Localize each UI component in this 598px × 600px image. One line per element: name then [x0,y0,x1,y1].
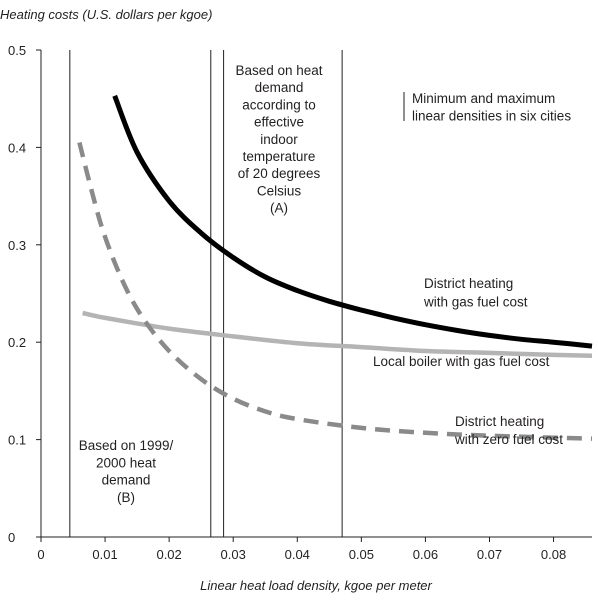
annotation-line: District heating [424,276,513,291]
y-axis-label: Heating costs (U.S. dollars per kgoe) [0,7,212,22]
annotation-line: linear densities in six cities [412,109,571,124]
annotation-line: Based on heat [235,63,322,78]
x-tick-label: 0.08 [541,547,566,562]
x-tick-label: 0.03 [221,547,246,562]
annotation-line: Local boiler with gas fuel cost [373,354,550,369]
annotation-line: according to [242,97,316,112]
annotation-line: with zero fuel cost [454,432,563,447]
annotation-line: indoor [260,132,298,147]
annotation-line: temperature [243,149,316,164]
x-tick-label: 0 [37,547,44,562]
x-tick-label: 0.04 [285,547,310,562]
y-tick-label: 0 [8,530,15,545]
series-local-boiler [82,310,593,359]
series-district-heating-gas [112,94,593,349]
annotation-line: Celsius [257,183,302,198]
x-tick-label: 0.05 [349,547,374,562]
x-tick-label: 0.07 [477,547,502,562]
x-tick-label: 0.02 [156,547,181,562]
annotation-line: (B) [117,490,135,505]
annotation-line: effective [254,115,304,130]
y-ticks: 0 0.1 0.2 0.3 0.4 0.5 [8,43,41,545]
x-tick-label: 0.06 [413,547,438,562]
annotation-line: District heating [455,414,544,429]
annotation-line: demand [102,473,151,488]
y-tick-label: 0.2 [8,335,26,350]
annotation-line: 2000 heat [96,455,156,470]
legend-note: Minimum and maximum linear densities in s… [403,91,571,124]
x-axis-label: Linear heat load density, kgoe per meter [200,578,432,593]
annotation-line: of 20 degrees [238,166,321,181]
label-district-heating-gas: District heating with gas fuel cost [423,276,528,310]
annotation-b: Based on 1999/2000 heat demand (B) [79,438,174,505]
y-tick-label: 0.4 [8,140,26,155]
y-tick-label: 0.1 [8,433,26,448]
annotation-line: Minimum and maximum [412,91,555,106]
y-tick-label: 0.3 [8,238,26,253]
annotation-line: Based on 1999/ [79,438,174,453]
annotation-a: Based on heat demand according to effective… [235,63,322,216]
annotation-line: demand [255,80,304,95]
series-district-heating-zero [77,141,593,441]
annotation-line: (A) [270,201,288,216]
x-tick-label: 0.01 [92,547,117,562]
label-district-heating-zero: District heating with zero fuel cost [454,414,563,447]
vertical-lines [69,50,343,537]
x-ticks: 0 0.01 0.02 0.03 0.04 0.05 0.06 0.07 0.08 [37,537,566,562]
series-lines [77,94,593,441]
y-tick-label: 0.5 [8,43,26,58]
annotation-line: with gas fuel cost [423,295,528,310]
label-local-boiler: Local boiler with gas fuel cost [373,354,550,369]
